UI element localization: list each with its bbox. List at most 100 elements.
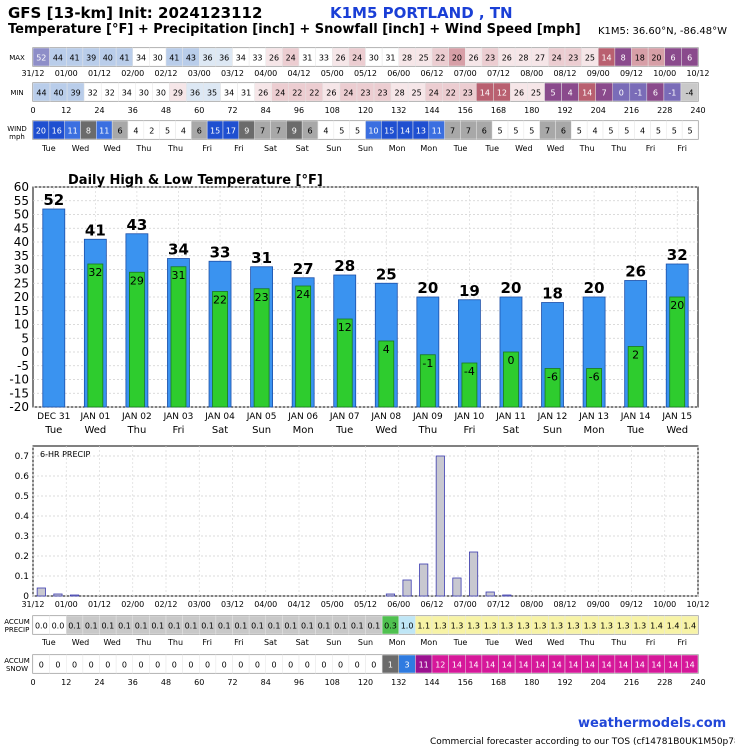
accum-precip-strip-value: 0.1: [101, 622, 114, 631]
top-time-label: 03/12: [221, 69, 244, 78]
wind-strip-value: 7: [450, 127, 455, 136]
brand-link[interactable]: weathermodels.com: [578, 716, 727, 731]
max-strip-value: 14: [601, 54, 611, 63]
accum-precip-strip-value: 1.3: [467, 622, 480, 631]
weekday-label: Wed: [103, 144, 120, 153]
max-strip-value: 31: [302, 54, 312, 63]
low-temp-bar: [212, 291, 228, 408]
top-time-label: 01/12: [88, 69, 111, 78]
max-strip-cell: [681, 47, 699, 67]
bottom-hour-label: 228: [657, 678, 672, 687]
low-temp-label: 24: [296, 288, 310, 301]
max-strip-label: MAX: [9, 54, 25, 62]
min-strip-label: MIN: [10, 89, 23, 97]
min-strip-value: 25: [531, 89, 541, 98]
max-strip-value: 36: [202, 54, 212, 63]
min-strip-value: 34: [224, 89, 234, 98]
max-strip-value: 41: [69, 54, 79, 63]
min-strip-value: 23: [463, 89, 473, 98]
accum-precip-strip-value: 0.1: [334, 622, 347, 631]
temp-y-tick: 20: [14, 290, 29, 304]
high-temp-label: 28: [334, 257, 355, 275]
high-temp-label: 25: [376, 265, 397, 283]
wind-strip-value: 13: [416, 127, 426, 136]
accum-precip-strip-label: ACCUM: [4, 618, 30, 626]
low-temp-bar: [378, 340, 395, 408]
temp-y-tick: -5: [17, 359, 29, 373]
accum-snow-strip-value: 0: [39, 661, 44, 670]
accum-weekday-label: Wed: [547, 638, 564, 647]
date-weekday-label: Wed: [84, 425, 106, 436]
low-temp-bar: [295, 285, 312, 408]
precip-time-label: 08/12: [553, 600, 576, 609]
accum-precip-strip-value: 0.1: [284, 622, 297, 631]
temp-y-tick: 10: [14, 318, 29, 332]
weekday-label: Tue: [453, 144, 468, 153]
weekday-label: Wed: [515, 144, 532, 153]
hour-label: 120: [358, 106, 373, 115]
low-temp-label: 29: [130, 274, 144, 287]
min-strip-value: 30: [139, 89, 149, 98]
max-strip-value: 40: [103, 54, 113, 63]
date-label: JAN 06: [287, 412, 318, 422]
wind-strip-value: 4: [133, 127, 138, 136]
accum-precip-strip-value: 1.0: [401, 622, 414, 631]
date-weekday-label: Thu: [417, 425, 437, 436]
accum-precip-strip-cell: [681, 615, 699, 635]
wind-strip-value: 11: [67, 127, 77, 136]
high-temp-label: 20: [501, 279, 522, 297]
precip-time-label: 05/12: [354, 600, 377, 609]
accum-snow-strip-value: 14: [585, 661, 595, 670]
bottom-hour-label: 96: [294, 678, 304, 687]
wind-strip-value: 6: [561, 127, 566, 136]
accum-weekday-label: Fri: [202, 638, 212, 647]
accum-weekday-label: Sun: [326, 638, 341, 647]
max-strip-value: 30: [153, 54, 163, 63]
bottom-hour-label: 168: [491, 678, 506, 687]
date-label: JAN 15: [661, 412, 692, 422]
date-label: JAN 01: [79, 412, 110, 422]
accum-snow-strip-value: 14: [685, 661, 695, 670]
min-strip-value: 26: [258, 89, 268, 98]
wind-strip-value: 5: [498, 127, 503, 136]
accum-precip-strip-value: 0.1: [135, 622, 148, 631]
accum-precip-strip-value: 1.3: [633, 622, 646, 631]
wind-strip-value: 5: [577, 127, 582, 136]
precip-chart-title: 6-HR PRECIP: [40, 450, 90, 459]
bottom-hour-label: 180: [524, 678, 539, 687]
bottom-hour-label: 84: [261, 678, 271, 687]
wind-strip-value: 6: [308, 127, 313, 136]
max-strip-value: 27: [535, 54, 545, 63]
wind-strip-value: 9: [244, 127, 249, 136]
accum-precip-strip-value: 0.1: [85, 622, 98, 631]
weekday-label: Mon: [420, 144, 437, 153]
weekday-label: Sat: [296, 144, 309, 153]
accum-snow-strip-label: SNOW: [6, 665, 28, 673]
max-strip-value: 8: [621, 54, 626, 63]
bottom-hour-label: 156: [458, 678, 473, 687]
wind-strip-value: 11: [432, 127, 442, 136]
weekday-label: Thu: [610, 144, 626, 153]
hour-label: 168: [491, 106, 506, 115]
accum-precip-strip-value: 1.3: [434, 622, 447, 631]
accum-snow-strip-value: 14: [635, 661, 645, 670]
bottom-hour-label: 60: [194, 678, 204, 687]
accum-precip-strip-value: 1.3: [517, 622, 530, 631]
max-strip-value: 33: [252, 54, 262, 63]
precip-bar: [502, 594, 512, 597]
accum-precip-strip-value: 1.3: [550, 622, 563, 631]
weekday-label: Fri: [646, 144, 656, 153]
bottom-hour-label: 36: [128, 678, 138, 687]
wind-strip-value: 6: [197, 127, 202, 136]
bottom-hour-label: 24: [94, 678, 104, 687]
bottom-hour-label: 0: [30, 678, 35, 687]
accum-snow-strip-value: 0: [355, 661, 360, 670]
precip-bar: [385, 593, 395, 597]
min-strip-value: 0: [619, 89, 624, 98]
bottom-hour-label: 204: [591, 678, 606, 687]
min-strip-value: 39: [71, 89, 81, 98]
temp-chart-title: Daily High & Low Temperature [°F]: [68, 173, 323, 188]
wind-strip-value: 7: [466, 127, 471, 136]
accum-snow-strip-value: 0: [55, 661, 60, 670]
accum-snow-strip-value: 14: [518, 661, 528, 670]
